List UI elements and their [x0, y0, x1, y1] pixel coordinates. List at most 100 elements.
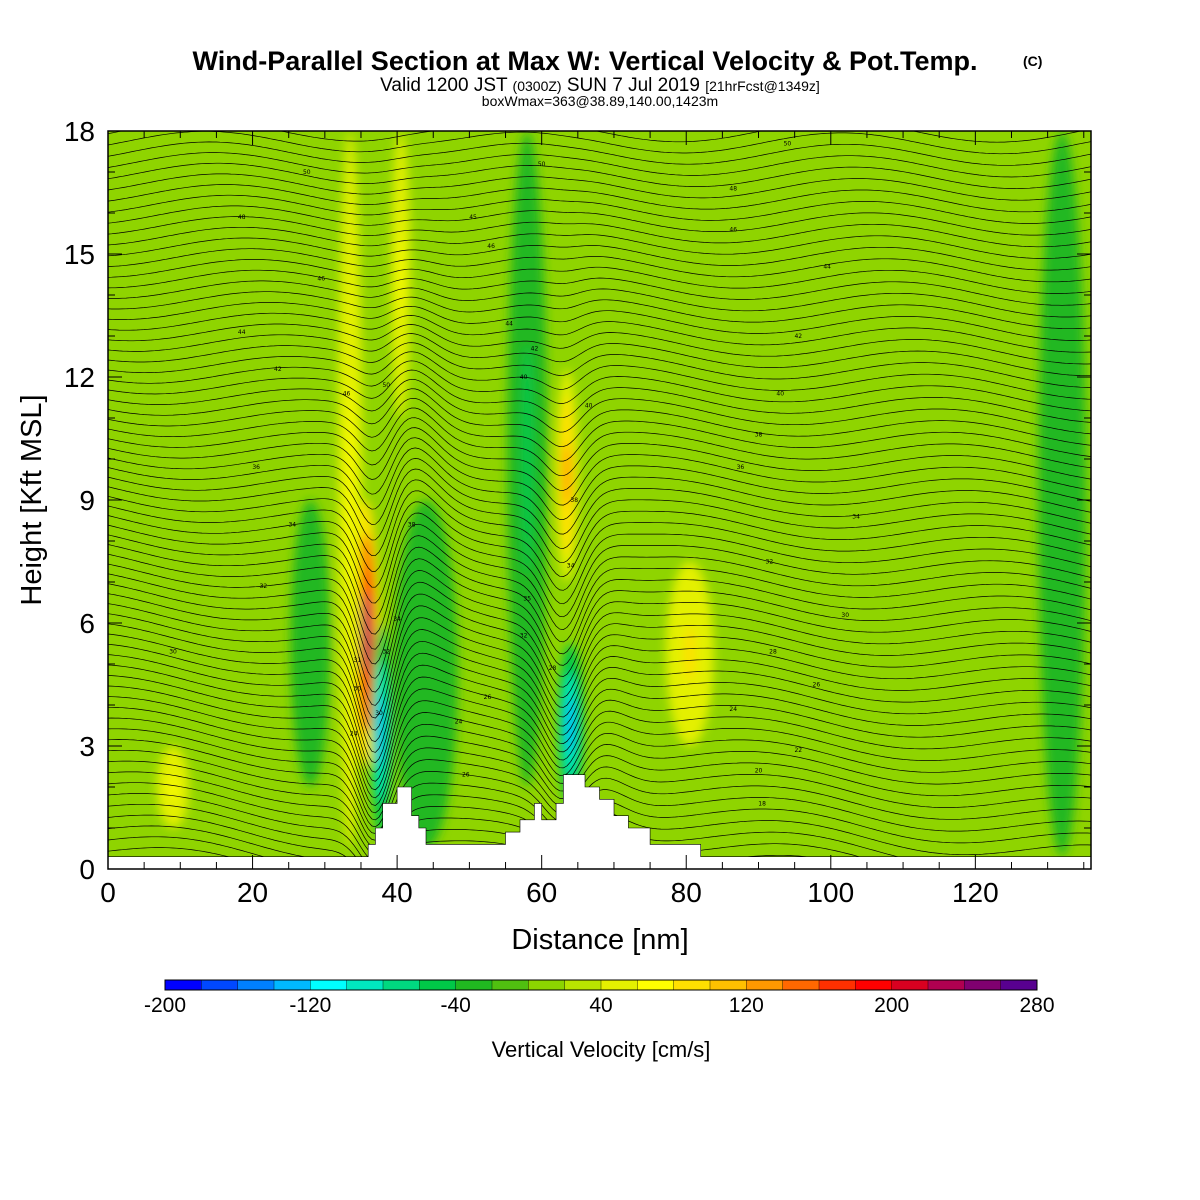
x-tick-label: 100	[807, 877, 854, 908]
theta-contour-label: 42	[794, 333, 802, 340]
theta-contour-line	[108, 739, 1091, 834]
colorbar-tick-label: 200	[874, 994, 909, 1017]
colorbar-swatch	[891, 979, 929, 991]
velocity-region	[304, 593, 317, 694]
colorbar-swatch	[491, 979, 529, 991]
theta-contour-line	[108, 468, 1091, 564]
theta-contour-line	[108, 162, 1091, 189]
colorbar-swatch	[564, 979, 602, 991]
colorbar-swatch	[273, 979, 311, 991]
theta-contour-label: 30	[354, 686, 362, 693]
theta-contour-label: 28	[769, 649, 777, 656]
colorbar-swatch	[237, 979, 275, 991]
theta-contour-line	[108, 501, 1091, 605]
x-tick-label: 80	[671, 877, 702, 908]
theta-contour-line	[108, 323, 1091, 365]
theta-contour-line	[108, 342, 1091, 388]
theta-contour-label: 34	[393, 616, 401, 623]
theta-contour-line	[108, 728, 1091, 828]
theta-contour-label: 46	[729, 226, 737, 233]
colorbar-swatch	[455, 979, 493, 991]
theta-contour-line	[108, 291, 1091, 330]
theta-contour-label: 20	[755, 768, 763, 775]
colorbar-swatch	[1000, 979, 1038, 991]
theta-contour-label: 50	[784, 140, 792, 147]
x-axis-label: Distance [nm]	[511, 924, 688, 956]
theta-contour-line	[108, 369, 1091, 423]
theta-contour-label: 34	[288, 522, 296, 529]
colorbar-swatch	[746, 979, 784, 991]
theta-contour-line	[108, 546, 1091, 655]
theta-contour-line	[108, 351, 1091, 400]
colorbar-tick-label: 280	[1019, 994, 1054, 1017]
theta-contour-line	[108, 194, 1091, 224]
theta-contour-line	[108, 570, 1091, 679]
chart-title: Wind-Parallel Section at Max W: Vertical…	[193, 46, 978, 76]
subtitle-utc-time: (0300Z)	[513, 78, 562, 94]
velocity-fields	[157, 131, 1086, 857]
theta-contour-label: 38	[408, 522, 416, 529]
theta-contour-line	[108, 623, 1091, 743]
theta-contour-line	[108, 378, 1091, 435]
theta-contour-line	[108, 360, 1091, 412]
theta-contour-label: 48	[238, 214, 246, 221]
theta-contour-label: 24	[729, 706, 737, 713]
colorbar-swatch	[818, 979, 856, 991]
colorbar-swatch	[600, 979, 638, 991]
theta-contour-line	[108, 437, 1091, 520]
colorbar-tick-label: -120	[289, 994, 331, 1017]
theta-contour-line	[108, 581, 1091, 693]
theta-contour-line	[108, 664, 1091, 782]
theta-contour-label: 45	[469, 214, 477, 221]
theta-contour-line	[108, 490, 1091, 591]
y-tick-label: 6	[79, 608, 95, 639]
x-tick-label: 20	[237, 877, 268, 908]
colorbar-swatch	[419, 979, 457, 991]
theta-contour-label: 26	[813, 682, 821, 689]
theta-contour-label: 44	[238, 329, 246, 336]
colorbar-swatch	[346, 979, 384, 991]
theta-contour-label: 50	[382, 382, 390, 389]
theta-contour-line	[108, 593, 1091, 706]
y-tick-label: 3	[79, 731, 95, 762]
theta-contour-line	[108, 259, 1091, 294]
theta-contour-label: 24	[350, 731, 358, 738]
theta-contour-line	[108, 427, 1091, 506]
theta-contour-label: 24	[455, 718, 463, 725]
theta-contour-label: 44	[505, 321, 513, 328]
y-tick-label: 0	[79, 854, 95, 885]
theta-contour-line	[108, 643, 1091, 764]
theta-contour-label: 40	[585, 403, 593, 410]
theta-contour-line	[108, 417, 1091, 491]
theta-contour-label: 28	[549, 665, 557, 672]
colorbar-tick-label: -200	[144, 994, 186, 1017]
y-tick-label: 9	[79, 485, 95, 516]
colorbar-tick-label: -40	[440, 994, 470, 1017]
theta-contour-label: 30	[169, 649, 177, 656]
theta-contour-label: 31	[354, 657, 362, 664]
theta-contour-label: 38	[570, 497, 578, 504]
velocity-region	[564, 443, 570, 508]
theta-contour-label: 32	[382, 649, 390, 656]
theta-contour-labels: 30 32 34 36 42 44 46 48 50 46 50 38 34 32 31 30 30 24 24 26…	[169, 140, 860, 807]
velocity-region	[398, 231, 403, 318]
theta-contour-line	[108, 696, 1091, 806]
plot-area: 30 32 34 36 42 44 46 48 50 46 50 38 34 32 31 30 30 24 24 26…	[108, 131, 1091, 869]
theta-contour-line	[108, 535, 1091, 643]
theta-contour-label: 35	[523, 595, 531, 602]
theta-contour-line	[108, 312, 1091, 353]
theta-contour-line	[108, 633, 1091, 753]
y-tick-label: 15	[64, 239, 95, 270]
colorbar-tick-label: 120	[729, 994, 764, 1017]
theta-contour-line	[108, 685, 1091, 799]
x-tick-label: 60	[526, 877, 557, 908]
colorbar-frame	[164, 979, 1038, 991]
theta-contour-line	[108, 613, 1091, 731]
theta-contour-line	[108, 280, 1091, 318]
theta-contour-label: 48	[729, 185, 737, 192]
theta-contour-label: 46	[343, 390, 351, 397]
y-tick-label: 18	[64, 116, 95, 147]
velocity-region	[684, 626, 696, 682]
colorbar-swatch	[855, 979, 893, 991]
